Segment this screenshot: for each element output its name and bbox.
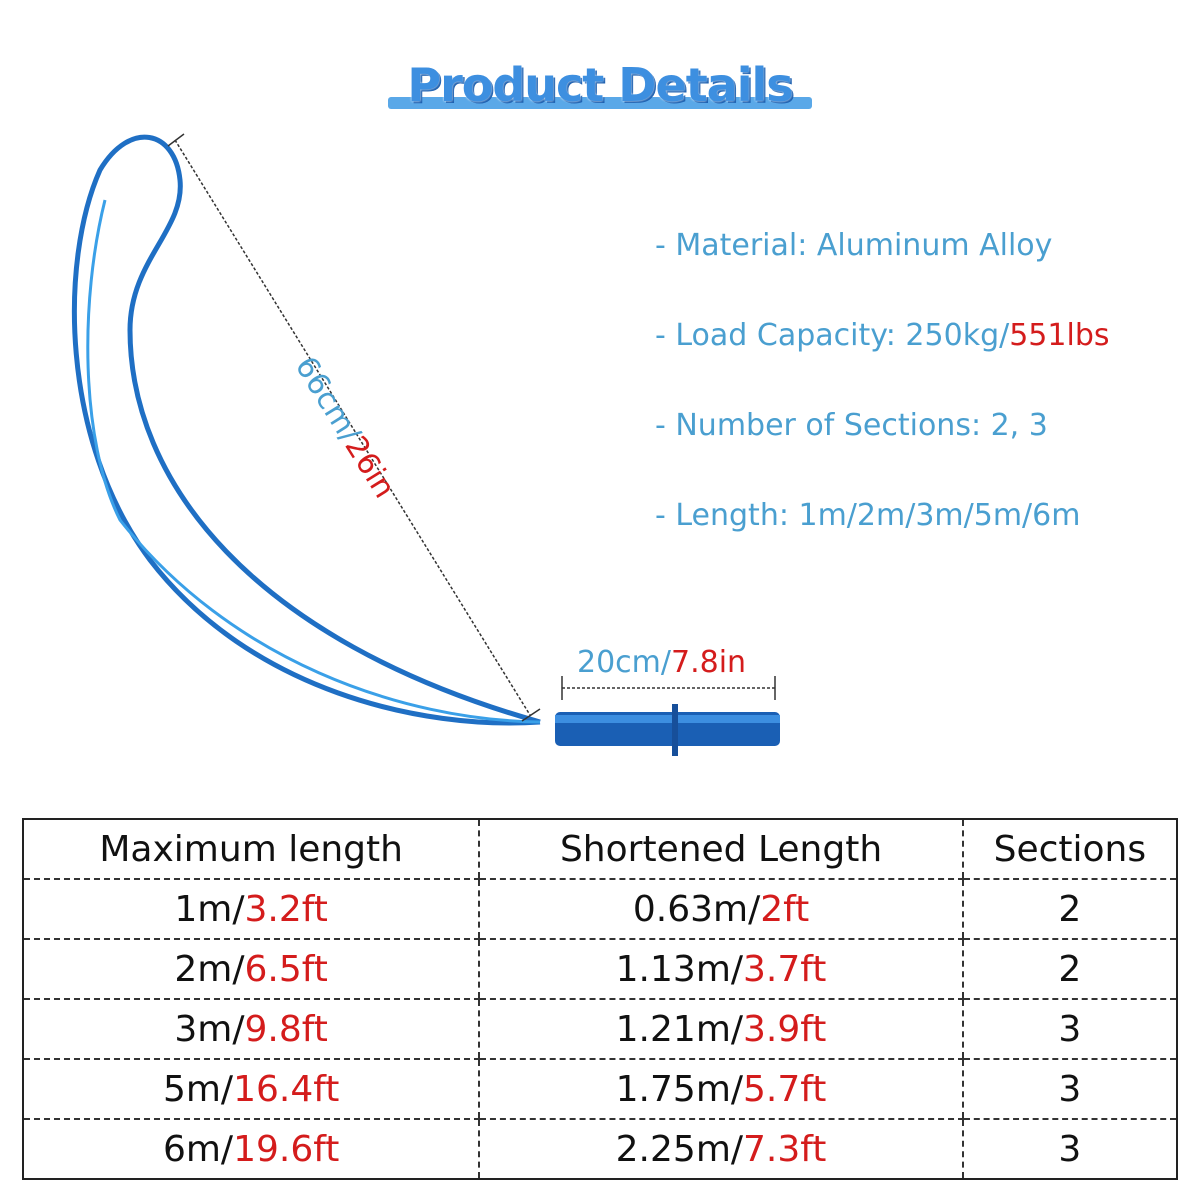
table-cell: 3 [961,1059,1177,1120]
table-cell: 0.63m/2ft [478,879,963,940]
imperial-value: 3.9ft [743,1008,827,1050]
title-underline [388,97,812,109]
table-cell: 2 [961,939,1177,1000]
metric-value: 1.75m/ [615,1068,744,1110]
imperial-value: 7.3ft [743,1128,827,1170]
spec-highlight: 551lbs [1009,318,1110,353]
table-row: 1m/3.2ft 0.63m/2ft 2 [23,879,1177,940]
imperial-value: 2ft [760,888,810,930]
table-cell: 6m/19.6ft [23,1119,479,1179]
imperial-value: 3.2ft [244,888,328,930]
header-row: Maximum length Shortened Length Sections [23,819,1177,880]
table-cell: 1.13m/3.7ft [478,939,963,1000]
spec-text: - Length: 1m/2m/3m/5m/6m [655,498,1081,533]
table-cell: 2m/6.5ft [23,939,480,1000]
spec-line: - Load Capacity: 250kg/551lbs [655,318,1110,353]
spec-text: - Load Capacity: 250kg/ [655,318,1010,353]
dimension-metric: 20cm/ [577,645,671,680]
table-cell: 5m/16.4ft [23,1059,480,1120]
metric-value: 1m/ [174,888,245,930]
metric-value: 0.63m/ [632,888,761,930]
spec-line: - Length: 1m/2m/3m/5m/6m [655,498,1080,533]
metric-value: 1.21m/ [615,1008,744,1050]
dimension-line [174,139,531,716]
product-drawing [71,133,780,756]
table-cell: 2.25m/7.3ft [478,1119,963,1179]
metric-value: 3m/ [174,1008,245,1050]
table-cell: 3 [961,1119,1177,1179]
spec-text: - Material: Aluminum Alloy [655,228,1053,263]
handle-dimension: 20cm/7.8in [577,645,746,680]
imperial-value: 6.5ft [244,948,328,990]
header-cell: Shortened Length [478,819,963,880]
table-cell: 1m/3.2ft [23,879,480,940]
table-row: 2m/6.5ft 1.13m/3.7ft 2 [23,939,1177,1000]
dimension-imperial: 7.8in [671,645,747,680]
imperial-value: 16.4ft [233,1068,340,1110]
metric-value: 6m/ [162,1128,234,1170]
imperial-value: 3.7ft [743,948,827,990]
table-cell: 2 [961,879,1177,940]
metric-value: 5m/ [162,1068,234,1110]
table-row: 3m/9.8ft 1.21m/3.9ft 3 [23,999,1177,1060]
imperial-value: 19.6ft [233,1128,340,1170]
page-title: Product Details [407,58,793,112]
table-row: 6m/19.6ft 2.25m/7.3ft 3 [23,1119,1177,1179]
dimension-cap [521,708,541,722]
metric-value: 2.25m/ [615,1128,744,1170]
handle-pin [672,704,678,756]
table-cell: 3 [961,999,1177,1060]
spec-line: - Material: Aluminum Alloy [655,228,1052,263]
table-cell: 3m/9.8ft [23,999,480,1060]
imperial-value: 5.7ft [743,1068,827,1110]
handle-shine [555,715,780,723]
header-cell: Maximum length [23,819,480,880]
dimension-cap [167,133,185,147]
spec-line: - Number of Sections: 2, 3 [655,408,1048,443]
spec-text: - Number of Sections: 2, 3 [655,408,1048,443]
metric-value: 2m/ [174,948,245,990]
loop-wire [71,134,541,726]
table-row: 5m/16.4ft 1.75m/5.7ft 3 [23,1059,1177,1120]
imperial-value: 9.8ft [244,1008,328,1050]
loop-wire-highlight [86,199,541,724]
header-cell: Sections [961,819,1177,880]
table-cell: 1.21m/3.9ft [478,999,963,1060]
metric-value: 1.13m/ [615,948,744,990]
table-cell: 1.75m/5.7ft [478,1059,963,1120]
length-table: Maximum length Shortened Length Sections 1m… [22,818,1178,1180]
